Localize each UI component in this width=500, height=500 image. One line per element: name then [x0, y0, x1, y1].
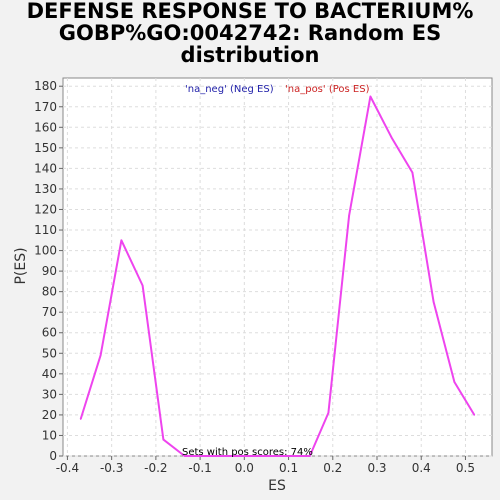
y-tick-label: 110 [34, 223, 57, 237]
x-tick-label: -0.2 [144, 461, 167, 475]
data-point [99, 354, 102, 357]
chart-title-line-2: GOBP%GO:0042742: Random ES [58, 21, 442, 45]
data-point [183, 455, 186, 457]
y-tick-label: 100 [34, 244, 57, 258]
data-point [390, 136, 393, 139]
y-tick-label: 150 [34, 141, 57, 155]
y-tick-label: 20 [42, 408, 57, 422]
x-tick-label: -0.1 [188, 461, 211, 475]
y-tick-label: 10 [42, 428, 57, 442]
data-point [369, 95, 372, 98]
x-tick-label: 0.2 [323, 461, 342, 475]
grid [63, 78, 492, 457]
x-tick-label: -0.3 [100, 461, 123, 475]
data-point [162, 438, 165, 441]
y-tick-label: 80 [42, 285, 57, 299]
x-axis-label: ES [268, 478, 286, 494]
chart-title-line-3: distribution [180, 43, 320, 67]
x-tick-label: -0.4 [56, 461, 79, 475]
series-layer [79, 95, 476, 457]
data-point [432, 301, 435, 303]
y-tick-label: 90 [42, 264, 57, 278]
data-point [120, 239, 123, 242]
x-tick-label: 0.0 [235, 461, 254, 475]
y-tick-label: 120 [34, 202, 57, 216]
y-tick-label: 170 [34, 100, 57, 114]
chart-title-line-1: DEFENSE RESPONSE TO BACTERIUM% [26, 0, 474, 23]
y-tick-label: 60 [42, 326, 57, 340]
data-point [327, 412, 330, 414]
data-point [287, 455, 290, 457]
x-tick-label: 0.1 [279, 461, 298, 475]
data-point [141, 284, 144, 287]
distribution-line [79, 95, 476, 457]
y-tick-label: 0 [49, 449, 57, 463]
data-point [473, 414, 476, 416]
legend-pos: 'na_pos' (Pos ES) [285, 84, 370, 95]
data-point [453, 381, 456, 383]
y-tick-label: 50 [42, 346, 57, 360]
ticks: -0.4 -0.3 -0.2 -0.1 0.0 0.1 0.2 0.3 0.4 0.5 0 10 20 3… [34, 79, 475, 475]
y-tick-label: 160 [34, 120, 57, 134]
y-tick-label: 140 [34, 161, 57, 175]
y-axis-label: P(ES) [13, 247, 29, 284]
y-tick-label: 40 [42, 367, 57, 381]
data-point [79, 418, 82, 420]
pos-score-annotation: Sets with pos scores: 74% [182, 447, 313, 458]
data-point [308, 455, 311, 457]
data-point [411, 171, 414, 174]
y-tick-label: 180 [34, 79, 57, 93]
y-tick-label: 30 [42, 387, 57, 401]
y-tick-label: 70 [42, 305, 57, 319]
legend-neg: 'na_neg' (Neg ES) [185, 84, 274, 95]
x-tick-label: 0.4 [412, 461, 431, 475]
x-tick-label: 0.3 [367, 461, 386, 475]
y-tick-label: 130 [34, 182, 57, 196]
x-tick-label: 0.5 [456, 461, 475, 475]
data-point [348, 214, 350, 217]
chart-title: DEFENSE RESPONSE TO BACTERIUM% GOBP%GO:0… [0, 0, 500, 66]
